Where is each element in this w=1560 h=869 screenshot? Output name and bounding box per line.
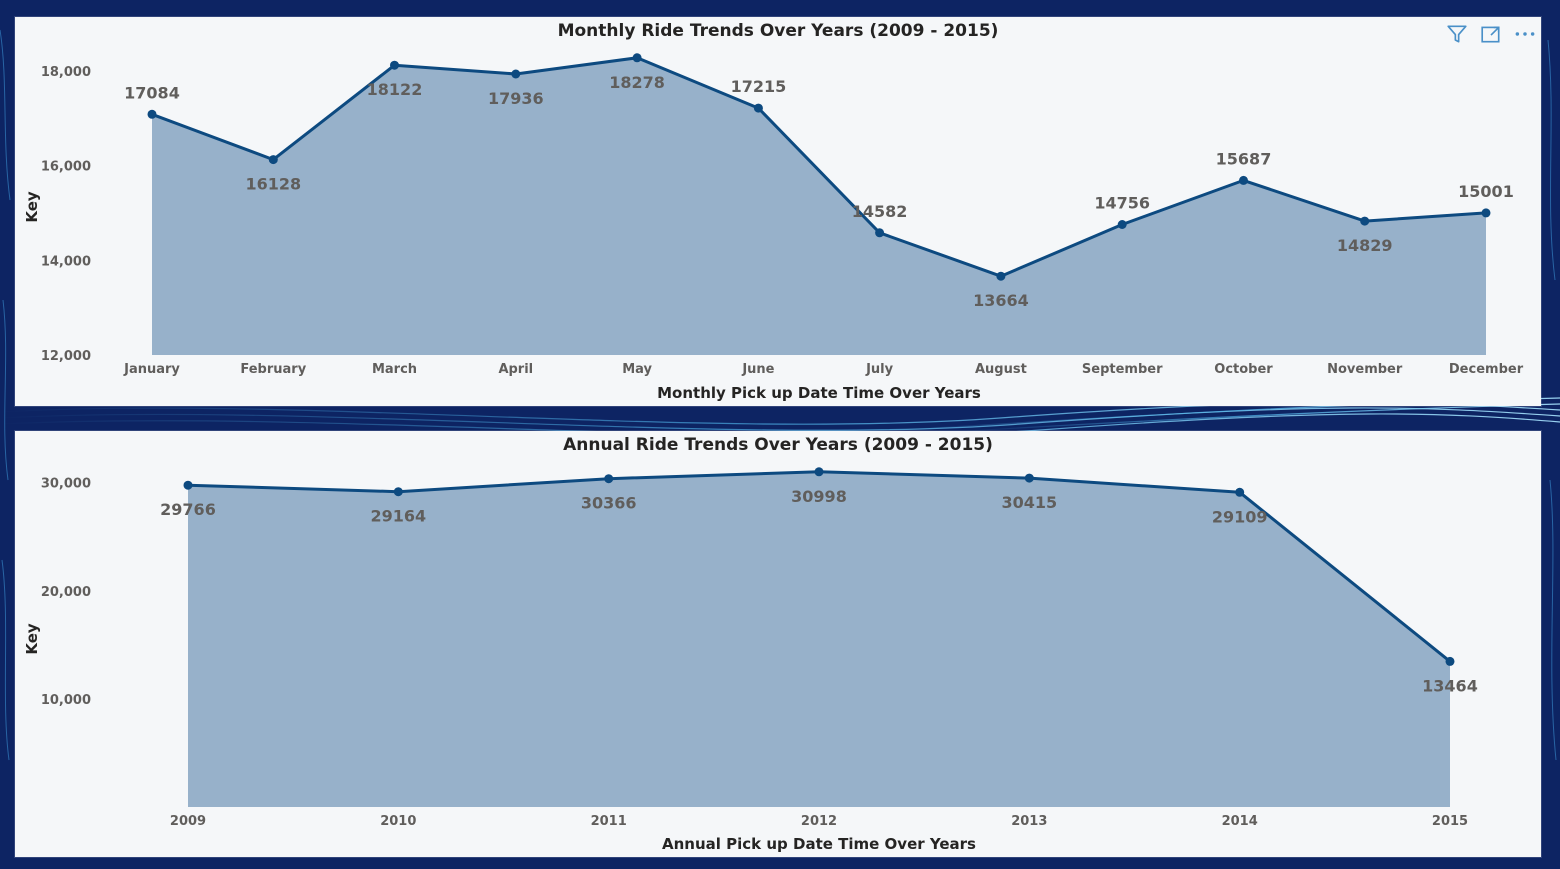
focus-mode-icon [1481,26,1500,43]
chart-title: Monthly Ride Trends Over Years (2009 - 2… [558,21,999,41]
x-tick-group: 2009 2010 2011 2012 2013 2014 2015 [170,814,1468,829]
y-tick-label: 10,000 [41,693,91,708]
data-label: 14829 [1337,236,1393,255]
y-tick-label: 18,000 [41,65,91,80]
data-point [1239,175,1248,185]
filter-icon [1447,25,1467,43]
monthly-line-chart: Monthly Ride Trends Over Years (2009 - 2… [23,21,1524,402]
y-tick-label: 14,000 [41,254,91,269]
data-label: 13464 [1422,676,1478,695]
data-label: 18278 [609,73,665,92]
data-label: 29766 [160,500,216,519]
data-labels-group: 17084 16128 18122 17936 18278 17215 14582 13664… [124,73,1514,310]
x-tick-label: December [1449,362,1524,377]
data-point [814,467,824,477]
data-point [147,109,157,119]
area-fill-group [152,57,1486,356]
data-label: 15687 [1216,149,1272,168]
data-labels-group: 29766 29164 30366 30998 30415 29109 13464 [160,487,1478,696]
x-tick-label: November [1327,362,1403,377]
annual-line-chart: Annual Ride Trends Over Years (2009 - 20… [23,435,1478,853]
more-options-button[interactable] [1513,23,1537,45]
data-label: 16128 [245,175,301,194]
data-point [1445,656,1455,666]
data-label: 17084 [124,83,180,102]
x-tick-label: February [240,362,306,377]
y-tick-group: 10,000 20,000 30,000 [41,477,91,708]
data-point [1117,220,1127,229]
y-tick-label: 16,000 [41,160,91,175]
x-tick-label: 2009 [170,814,206,829]
series-line-group [151,56,1487,278]
y-tick-label: 20,000 [41,585,91,600]
data-label: 18122 [367,80,423,99]
monthly-chart-panel[interactable]: Monthly Ride Trends Over Years (2009 - 2… [15,17,1541,406]
annual-chart-panel[interactable]: Annual Ride Trends Over Years (2009 - 20… [15,431,1541,857]
x-tick-label: 2014 [1222,814,1258,829]
data-label: 17215 [731,77,787,96]
x-axis-title: Monthly Pick up Date Time Over Years [657,384,981,402]
x-tick-label: 2015 [1432,814,1468,829]
visual-header [1445,23,1537,45]
data-label: 30415 [1001,493,1057,512]
data-label: 29164 [370,507,426,526]
x-tick-label: 2011 [591,814,627,829]
y-axis-title: Key [23,191,41,223]
data-label: 29109 [1212,507,1268,526]
x-axis-title: Annual Pick up Date Time Over Years [662,835,976,853]
x-tick-label: October [1214,362,1273,377]
data-point [1360,216,1370,226]
data-label: 13664 [973,291,1029,310]
data-label: 14582 [852,202,908,221]
data-point [183,480,193,490]
x-tick-label: 2010 [380,814,416,829]
filter-button[interactable] [1445,23,1469,45]
x-tick-label: August [975,362,1027,377]
data-point [268,155,278,165]
data-point [390,60,399,70]
x-tick-label: March [372,362,417,377]
y-tick-label: 12,000 [41,349,91,364]
data-point [632,53,642,63]
chart-title: Annual Ride Trends Over Years (2009 - 20… [563,435,993,455]
data-point [875,228,885,238]
area-fill-group [188,471,1450,807]
data-label: 14756 [1094,194,1150,213]
x-tick-label: 2013 [1011,814,1047,829]
series-line [151,56,1487,278]
more-options-icon [1515,32,1535,36]
data-point [1481,208,1491,218]
data-points-group [147,53,1491,281]
data-point [511,69,521,79]
x-tick-label: May [622,362,652,377]
data-label: 17936 [488,89,544,108]
x-tick-label: June [741,362,774,377]
x-tick-group: January February March April May June July Augu… [123,362,1524,377]
data-points-group [183,467,1455,666]
data-point [996,271,1006,281]
focus-mode-button[interactable] [1479,23,1503,45]
data-point [604,474,614,484]
data-point [753,103,763,113]
data-point [1235,487,1245,497]
x-tick-label: 2012 [801,814,837,829]
y-tick-label: 30,000 [41,477,91,492]
area-fill [188,471,1450,807]
data-point [393,487,403,497]
x-tick-label: April [498,362,533,377]
x-tick-label: January [123,362,180,377]
data-label: 30998 [791,487,847,506]
data-point [1024,473,1034,483]
area-fill [152,57,1486,356]
data-label: 30366 [581,494,637,513]
x-tick-label: July [865,362,894,377]
data-label: 15001 [1458,182,1514,201]
x-tick-label: September [1082,362,1163,377]
y-axis-title: Key [23,623,41,655]
y-tick-group: 12,000 14,000 16,000 18,000 [41,65,91,364]
